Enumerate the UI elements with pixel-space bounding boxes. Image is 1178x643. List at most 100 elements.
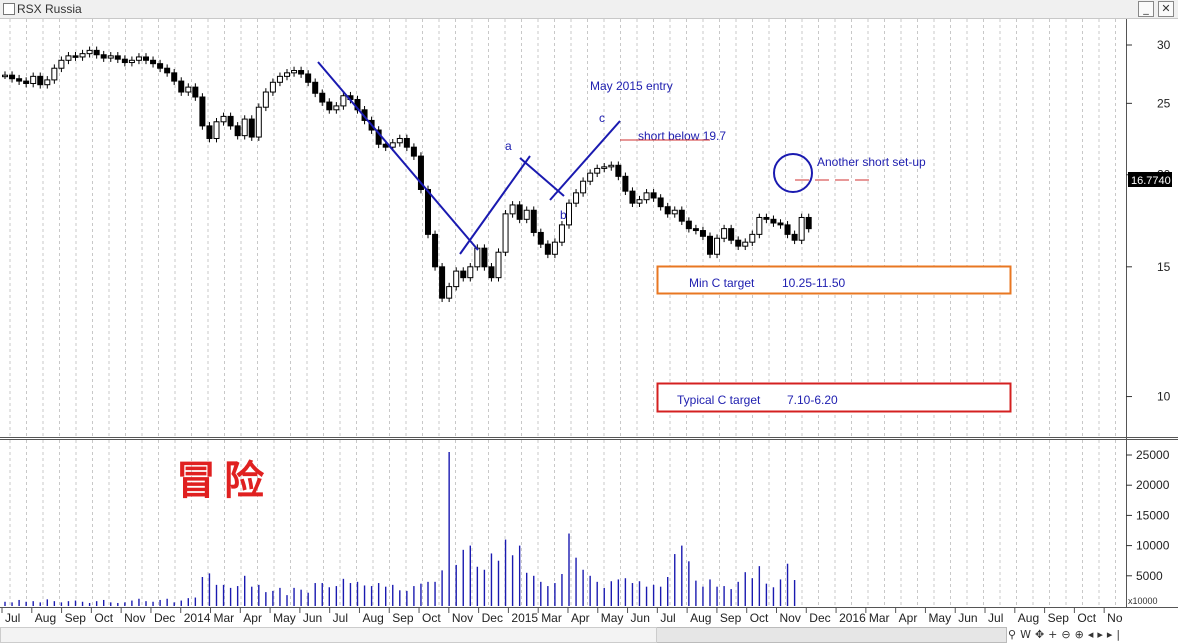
y-tick-label: 10 xyxy=(1157,390,1171,404)
candle xyxy=(728,228,735,241)
candle xyxy=(587,172,594,182)
candle xyxy=(657,197,664,208)
prev-icon[interactable]: ◂ xyxy=(1087,628,1098,641)
candle xyxy=(157,63,164,69)
candle xyxy=(714,237,721,255)
candle xyxy=(566,202,572,226)
candle xyxy=(276,75,283,83)
short-annotation: short below 19.7 xyxy=(638,129,726,143)
candle xyxy=(291,70,298,74)
candle xyxy=(692,228,699,232)
candle xyxy=(650,192,657,199)
candle xyxy=(23,80,30,84)
wave-line-a xyxy=(459,155,531,255)
x-tick-label: Dec xyxy=(482,611,503,625)
volume-tick-label: 25000 xyxy=(1136,448,1170,462)
scrollbar-track[interactable] xyxy=(0,627,657,643)
x-tick-label: Nov xyxy=(452,611,473,625)
candle xyxy=(298,70,305,75)
candle xyxy=(495,251,502,279)
cross-icon[interactable]: + xyxy=(1048,628,1062,641)
zoom-out-icon[interactable]: ⊖ xyxy=(1061,628,1075,641)
x-tick-label: Nov xyxy=(779,611,800,625)
title-bar: RSX Russia _ ✕ xyxy=(0,0,1178,19)
y-tick-label: 25 xyxy=(1157,96,1171,110)
x-tick-label: Sep xyxy=(65,611,87,625)
x-tick-label: Aug xyxy=(362,611,383,625)
candle xyxy=(65,55,72,61)
candle xyxy=(143,56,149,61)
last-price-label: 16.7740 xyxy=(1131,175,1171,187)
horizontal-scrollbar[interactable] xyxy=(655,627,1007,643)
candle xyxy=(44,79,51,86)
wave-label-b: b xyxy=(560,208,567,222)
candle xyxy=(685,220,692,230)
x-tick-label: Jul xyxy=(333,611,348,625)
candle xyxy=(530,209,537,233)
candle xyxy=(735,239,742,247)
end-icon[interactable]: ▸| xyxy=(1106,628,1125,641)
candle xyxy=(396,137,403,144)
candle xyxy=(777,222,784,226)
candle xyxy=(241,118,248,137)
x-tick-label: Aug xyxy=(1018,611,1039,625)
candle xyxy=(629,190,636,204)
next-icon[interactable]: ▸ xyxy=(1097,628,1107,641)
x-tick-label: May xyxy=(601,611,624,625)
y-tick-label: 30 xyxy=(1157,38,1171,52)
candle xyxy=(305,73,312,83)
candle xyxy=(474,247,481,268)
target-box-value: 7.10-6.20 xyxy=(787,393,838,407)
candle xyxy=(608,164,615,168)
candle xyxy=(9,74,16,80)
candle xyxy=(114,55,121,60)
date-axis: Jul Aug Sep Oct Nov Dec 2014 Mar Apr May Jun Jul Aug… xyxy=(1,607,1123,625)
candle xyxy=(312,81,319,94)
candle xyxy=(86,49,93,55)
minimize-icon[interactable]: _ xyxy=(1138,1,1154,17)
candle xyxy=(326,101,333,111)
volume-pane xyxy=(0,439,1126,607)
candle xyxy=(72,55,79,58)
candle xyxy=(135,56,142,61)
y-tick-label: 15 xyxy=(1157,260,1171,274)
x-tick-label: Apr xyxy=(571,611,590,625)
candle xyxy=(37,75,44,86)
candle xyxy=(453,270,460,288)
candle xyxy=(403,137,410,148)
candle xyxy=(770,218,777,224)
target-box-label: Min C target xyxy=(689,276,755,290)
toolbar-controls[interactable]: ⚲W✥+⊖⊕◂▸▸| xyxy=(1008,628,1176,641)
candle xyxy=(178,80,185,93)
week-icon[interactable]: W xyxy=(1020,628,1035,641)
x-tick-label: Oct xyxy=(94,611,113,625)
candle xyxy=(128,59,135,64)
candle xyxy=(467,266,474,279)
candle xyxy=(107,55,114,59)
x-tick-label: Sep xyxy=(1048,611,1070,625)
candle xyxy=(460,270,467,279)
candle xyxy=(30,75,37,84)
candle xyxy=(227,115,234,127)
wave-line-decline xyxy=(317,61,479,251)
candle xyxy=(121,58,128,64)
candle xyxy=(389,142,396,148)
x-tick-label: Oct xyxy=(750,611,769,625)
candle xyxy=(742,241,749,247)
zoom-in-icon[interactable]: ⊕ xyxy=(1074,628,1088,641)
wave-line-c xyxy=(549,120,621,201)
volume-tick-label: 15000 xyxy=(1136,508,1170,522)
volume-tick-label: 10000 xyxy=(1136,539,1170,553)
move-icon[interactable]: ✥ xyxy=(1034,628,1049,641)
volume-series xyxy=(4,451,796,606)
x-tick-label: 2015 xyxy=(511,611,538,625)
candle xyxy=(269,81,276,93)
zoom-icon[interactable]: ⚲ xyxy=(1008,628,1021,641)
close-icon[interactable]: ✕ xyxy=(1158,1,1174,17)
x-tick-label: Apr xyxy=(243,611,262,625)
x-tick-label: No xyxy=(1107,611,1123,625)
candle xyxy=(192,86,199,98)
candle xyxy=(580,180,587,194)
candle xyxy=(594,167,601,174)
